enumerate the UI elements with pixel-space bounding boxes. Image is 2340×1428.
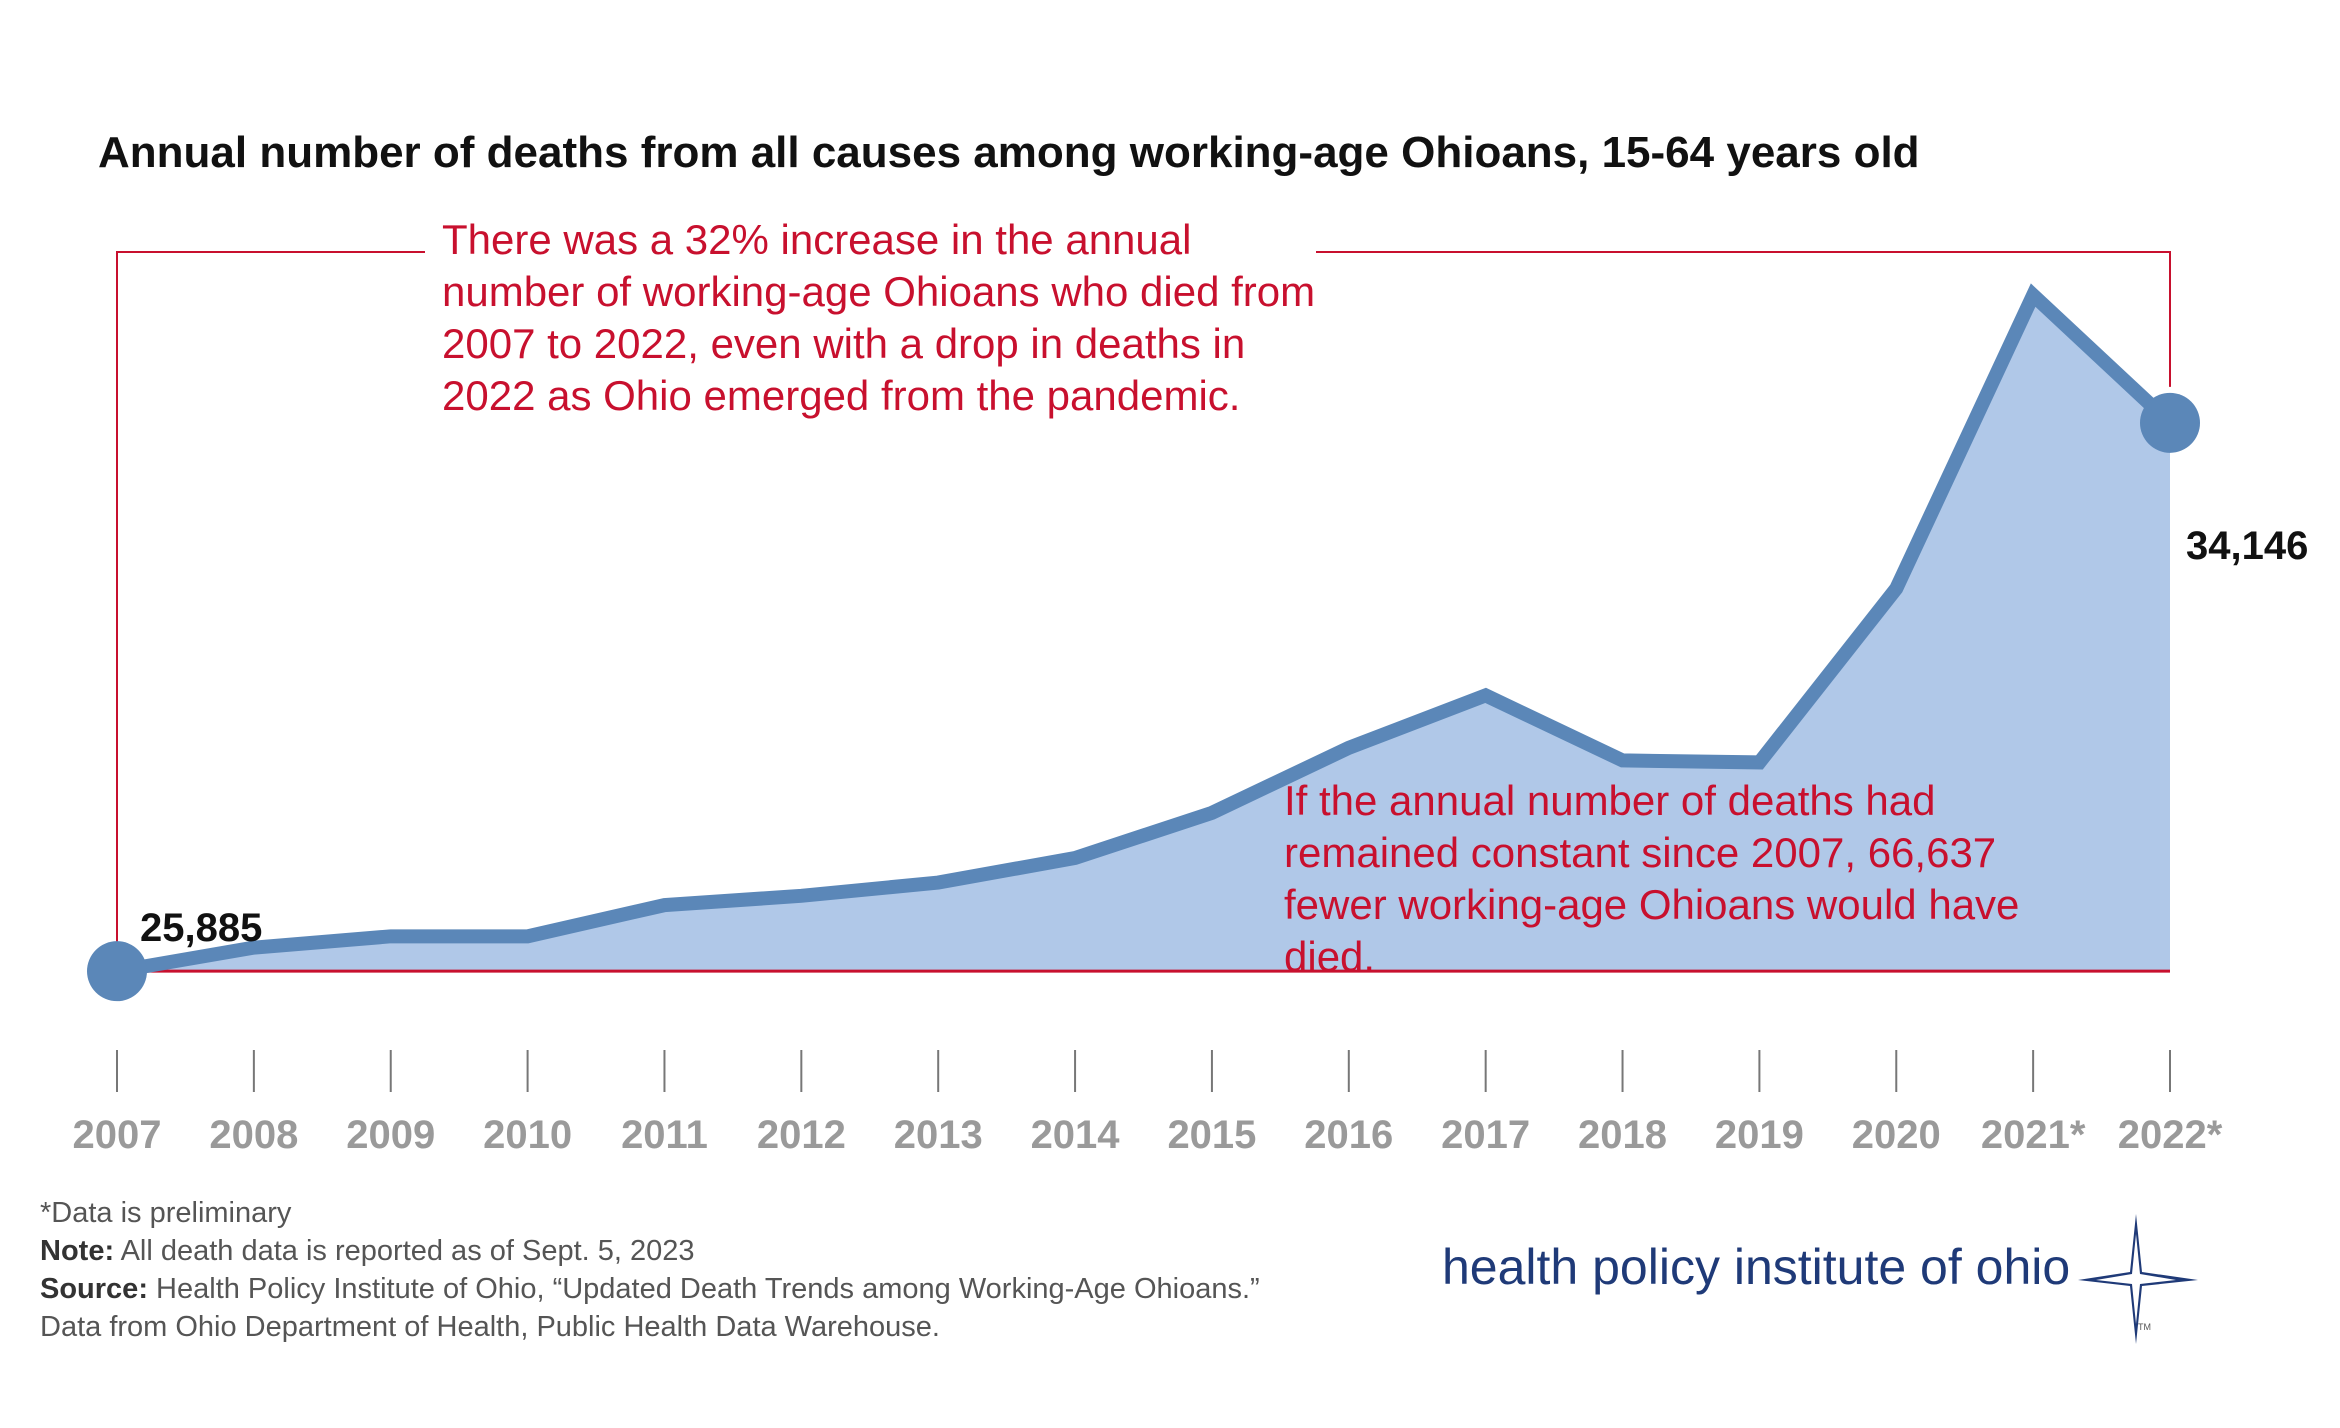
x-tick-label-6: 2013 [894, 1113, 983, 1157]
annotation-constant: If the annual number of deaths had remai… [1284, 777, 2020, 980]
x-tick-label-15: 2022* [2118, 1113, 2223, 1157]
x-tick-label-2: 2009 [346, 1113, 435, 1157]
x-tick-label-10: 2017 [1441, 1113, 1530, 1157]
x-tick-label-11: 2018 [1578, 1113, 1667, 1157]
source-label: Source: [40, 1273, 148, 1305]
note-label: Note: [40, 1235, 115, 1267]
x-tick-label-5: 2012 [757, 1113, 846, 1157]
x-tick-label-8: 2015 [1167, 1113, 1256, 1157]
x-tick-label-0: 2007 [73, 1113, 162, 1157]
footer-notes: *Data is preliminary Note: All death dat… [40, 1194, 1260, 1346]
area-fill [117, 295, 2170, 972]
note-text: All death data is reported as of Sept. 5… [120, 1235, 695, 1267]
x-tick-label-3: 2010 [483, 1113, 572, 1157]
compass-star-icon [2078, 1214, 2198, 1344]
brand-name: health policy institute of ohio [1442, 1239, 2071, 1295]
annotation-increase: There was a 32% increase in the annual n… [442, 216, 1316, 419]
series-line [115, 283, 2175, 979]
x-tick-label-13: 2020 [1852, 1113, 1941, 1157]
x-tick-label-9: 2016 [1304, 1113, 1393, 1157]
note-line: Note: All death data is reported as of S… [40, 1232, 1260, 1270]
endpoint-markers [87, 392, 2200, 1002]
source-line: Source: Health Policy Institute of Ohio,… [40, 1270, 1260, 1308]
source-text: Health Policy Institute of Ohio, “Update… [156, 1273, 1260, 1305]
x-tick-label-1: 2008 [209, 1113, 298, 1157]
x-tick-label-4: 2011 [621, 1113, 708, 1157]
marker-2007 [87, 941, 147, 1002]
x-tick-label-12: 2019 [1715, 1113, 1804, 1157]
marker-2022 [2140, 392, 2200, 453]
x-tick-label-14: 2021* [1981, 1113, 2086, 1157]
trademark-mark: TM [2138, 1322, 2151, 1332]
bracket-lines [116, 251, 2171, 952]
x-axis-labels: 2007 2008 2009 2010 2011 2012 2013 2014 2015 2016… [73, 1113, 2223, 1157]
bracket-left [116, 251, 425, 952]
preliminary-note: *Data is preliminary [40, 1197, 292, 1229]
chart-title: Annual number of deaths from all causes … [98, 128, 1920, 177]
data-label-2022: 34,146 [2186, 524, 2309, 568]
x-axis-ticks [116, 1050, 2171, 1092]
bracket-right [1316, 251, 2171, 387]
source-line-2: Data from Ohio Department of Health, Pub… [40, 1311, 940, 1343]
data-label-2007: 25,885 [140, 906, 263, 950]
x-tick-label-7: 2014 [1031, 1113, 1121, 1157]
